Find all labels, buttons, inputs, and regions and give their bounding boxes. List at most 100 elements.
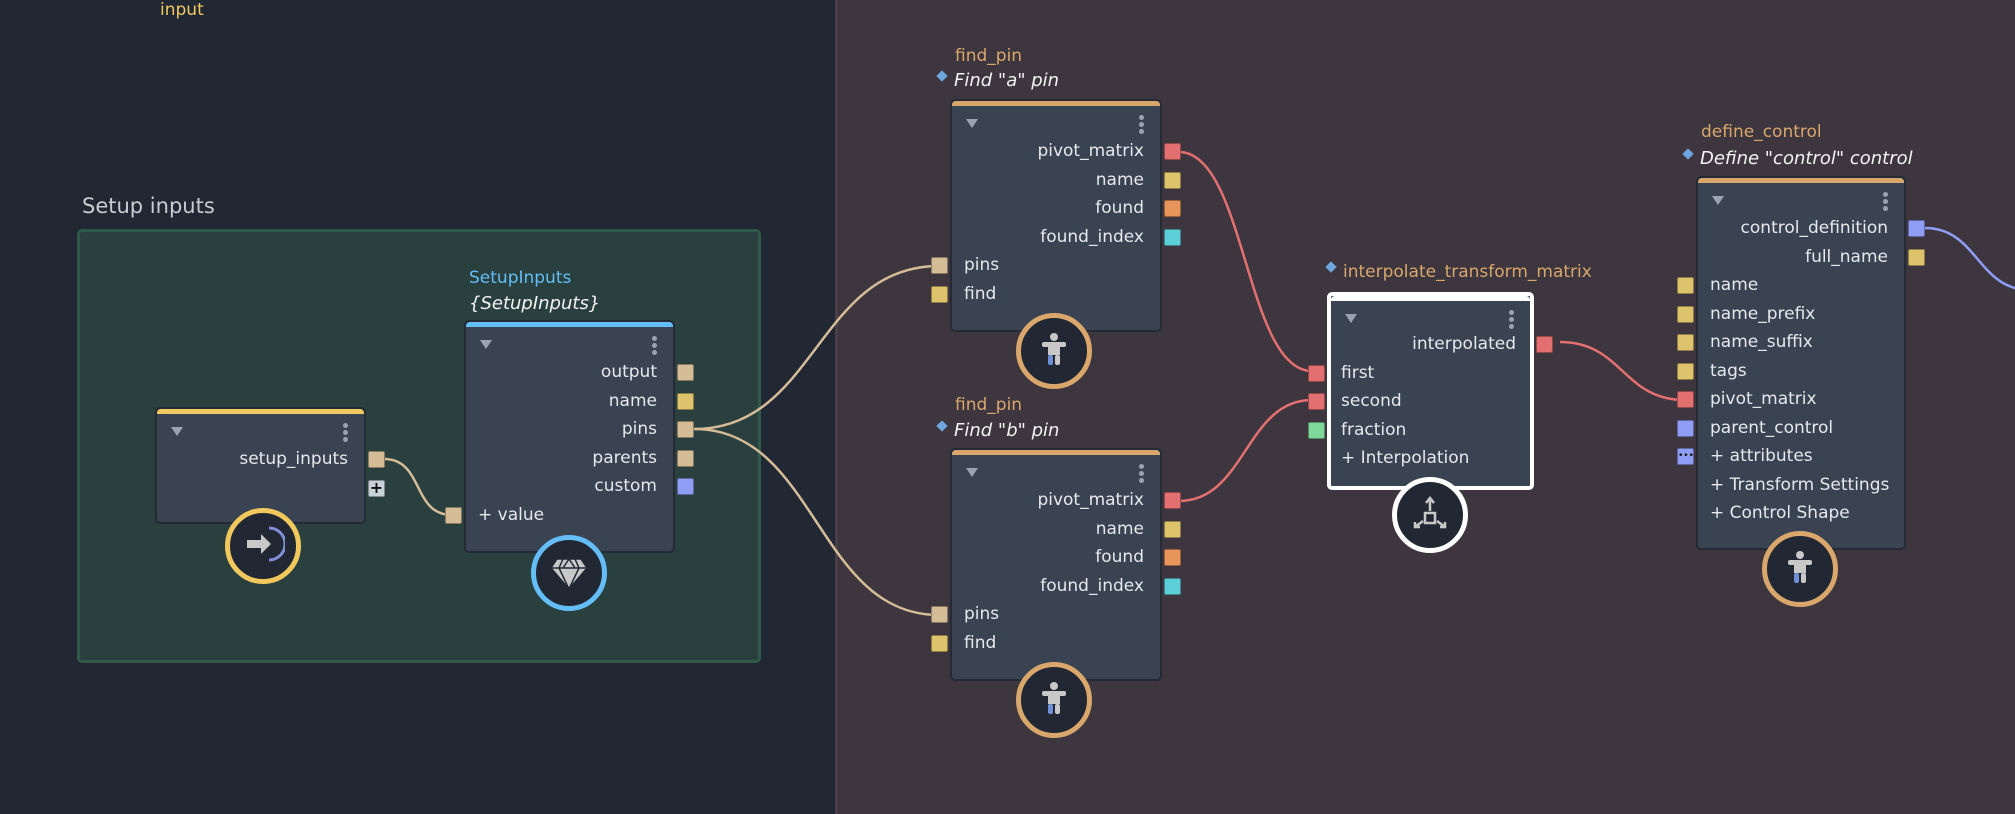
node-type-text: find_pin [955, 46, 1023, 66]
wire-control-definition-out[interactable] [1924, 226, 2015, 290]
node-diamond-icon [936, 420, 948, 432]
output-port-name[interactable] [1164, 520, 1181, 538]
expander---Interpolation[interactable]: + Interpolation [1341, 448, 1470, 468]
output-port-found-index[interactable] [1164, 577, 1181, 595]
wire-pivot-b-to-second[interactable] [1178, 398, 1313, 503]
node-find-pin-a[interactable] [950, 99, 1162, 332]
input-port-pivot-matrix[interactable] [1677, 391, 1694, 408]
input-port-parent-control[interactable] [1677, 419, 1694, 437]
output-label-pivot-matrix: pivot_matrix [1037, 141, 1144, 161]
wire-pins-to-find-a[interactable] [693, 264, 940, 431]
wire-interpolated-to-pivot[interactable] [1559, 340, 1686, 402]
output-label-custom: custom [594, 476, 657, 496]
node-badge-move-arrows-icon[interactable] [1392, 477, 1468, 553]
output-port-custom[interactable] [677, 478, 694, 495]
output-port-output[interactable] [677, 364, 694, 381]
node-type-label: SetupInputs [469, 268, 571, 288]
node-badge-person-icon[interactable] [1762, 531, 1838, 607]
node-title[interactable]: Find "b" pin [936, 420, 1059, 441]
output-port-pins[interactable] [677, 421, 694, 438]
node-find-pin-b[interactable] [950, 448, 1162, 681]
person-icon [1034, 678, 1074, 722]
node-setup-inputs[interactable] [464, 320, 675, 553]
collapse-triangle-icon[interactable] [966, 468, 978, 477]
input-port-second[interactable] [1308, 393, 1325, 410]
output-port-found[interactable] [1164, 200, 1181, 217]
input-label-fraction: fraction [1341, 419, 1407, 440]
output-label-parents: parents [592, 447, 657, 468]
output-label-control-definition: control_definition [1740, 218, 1888, 238]
input-port-fraction[interactable] [1308, 421, 1325, 439]
node-title[interactable]: Find "a" pin [936, 70, 1059, 91]
output-port-name[interactable] [677, 392, 694, 410]
input-port-name[interactable] [1677, 277, 1694, 294]
output-label-interpolated: interpolated [1412, 334, 1516, 354]
collapse-triangle-icon[interactable] [171, 427, 183, 436]
input-port---attributes[interactable]: ••• [1677, 448, 1694, 465]
node-header-stripe [1698, 178, 1904, 183]
expander---Transform-Settings[interactable]: + Transform Settings [1710, 474, 1890, 495]
node-title[interactable]: {SetupInputs} [469, 293, 600, 314]
wire-pivot-a-to-first[interactable] [1178, 150, 1313, 373]
input-label---value[interactable]: + value [478, 504, 545, 525]
node-menu-kebab-icon[interactable] [652, 336, 657, 357]
collapse-triangle-icon[interactable] [966, 119, 978, 128]
output-port-parents[interactable] [677, 449, 694, 467]
node-menu-kebab-icon[interactable] [1509, 310, 1514, 331]
node-menu-kebab-icon[interactable] [1139, 115, 1144, 136]
node-title-text: Define "control" control [1700, 148, 1913, 169]
output-label-pivot-matrix: pivot_matrix [1037, 490, 1144, 510]
output-port-full-name[interactable] [1908, 248, 1925, 266]
node-menu-kebab-icon[interactable] [343, 423, 348, 444]
add-output-port[interactable]: + [368, 478, 385, 497]
input-label-first: first [1341, 362, 1375, 383]
output-port-setup-inputs[interactable] [368, 451, 385, 468]
wire-pins-to-find-b[interactable] [693, 427, 940, 617]
output-port-name[interactable] [1164, 171, 1181, 189]
move-arrows-icon [1408, 491, 1452, 539]
output-port-pivot-matrix[interactable] [1164, 143, 1181, 160]
node-type-text: SetupInputs [469, 268, 572, 288]
expander---Control-Shape[interactable]: + Control Shape [1710, 503, 1850, 523]
arrow-in-icon [241, 522, 287, 570]
input-port---value[interactable] [445, 506, 462, 524]
output-label-full-name: full_name [1805, 246, 1888, 267]
input-port-first[interactable] [1308, 364, 1325, 382]
output-label-found-index: found_index [1040, 226, 1144, 247]
node-badge-arrow-in-icon[interactable] [225, 508, 301, 584]
output-label-name: name [1095, 518, 1144, 539]
input-port-pins[interactable] [931, 257, 948, 274]
input-port-name-prefix[interactable] [1677, 305, 1694, 323]
output-port-interpolated[interactable] [1536, 336, 1553, 353]
node-title[interactable]: Define "control" control [1682, 148, 1913, 169]
output-label-name: name [1095, 169, 1144, 190]
input-port-find[interactable] [931, 634, 948, 652]
collapse-triangle-icon[interactable] [480, 340, 492, 349]
panel-divider[interactable] [835, 0, 838, 814]
node-diamond-icon [1325, 261, 1337, 273]
input-label-tags: tags [1710, 360, 1747, 381]
input-port-tags[interactable] [1677, 362, 1694, 380]
output-port-pivot-matrix[interactable] [1164, 492, 1181, 509]
input-port-find[interactable] [931, 285, 948, 303]
node-badge-person-icon[interactable] [1016, 313, 1092, 389]
collapse-triangle-icon[interactable] [1712, 196, 1724, 205]
output-label-found: found [1095, 547, 1144, 567]
input-label---attributes[interactable]: + attributes [1710, 446, 1813, 466]
output-port-found-index[interactable] [1164, 228, 1181, 246]
node-badge-person-icon[interactable] [1016, 662, 1092, 738]
collapse-triangle-icon[interactable] [1345, 314, 1357, 323]
node-badge-diamond-icon[interactable] [531, 535, 607, 611]
node-define-control[interactable] [1696, 176, 1906, 550]
output-port-found[interactable] [1164, 549, 1181, 566]
node-menu-kebab-icon[interactable] [1139, 464, 1144, 485]
node-interpolate[interactable] [1327, 292, 1534, 490]
input-port-name-suffix[interactable] [1677, 334, 1694, 351]
input-port-pins[interactable] [931, 606, 948, 623]
wire-setup-inputs-to-value[interactable] [383, 457, 453, 517]
output-port-control-definition[interactable] [1908, 220, 1925, 237]
group-title: Setup inputs [82, 194, 215, 218]
person-icon [1780, 547, 1820, 591]
node-menu-kebab-icon[interactable] [1883, 192, 1888, 213]
